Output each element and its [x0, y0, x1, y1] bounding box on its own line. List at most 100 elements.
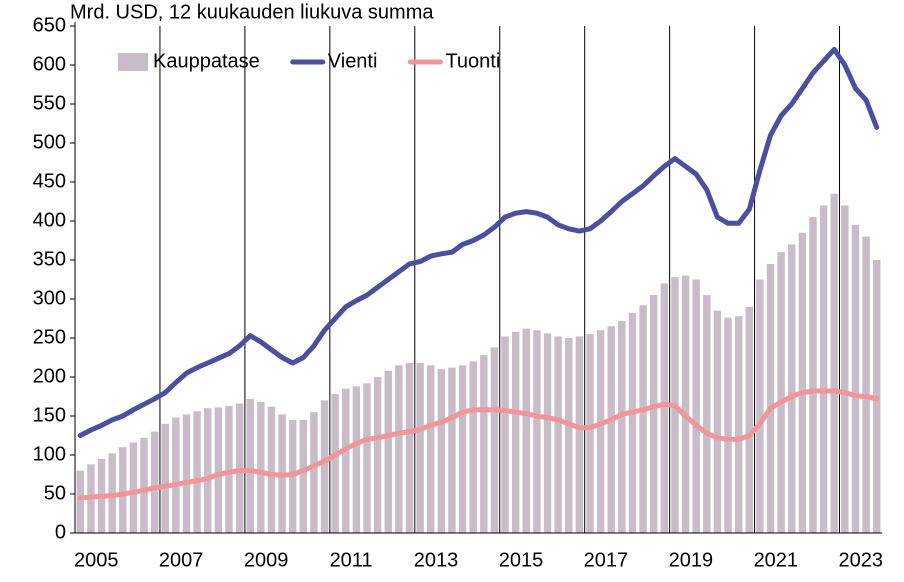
y-tick-label: 400	[33, 209, 66, 231]
bar	[756, 279, 764, 533]
bar	[586, 334, 594, 533]
bar	[352, 386, 361, 533]
y-tick-label: 250	[33, 326, 66, 348]
bar	[724, 317, 732, 533]
bar	[395, 365, 403, 533]
bar	[543, 333, 552, 533]
bar	[76, 470, 85, 533]
bar	[713, 310, 722, 533]
x-tick-label: 2009	[244, 549, 289, 571]
x-tick-label: 2019	[669, 549, 714, 571]
x-tick-label: 2011	[330, 549, 373, 571]
legend-label: Vienti	[328, 50, 378, 72]
y-tick-label: 450	[33, 170, 66, 192]
y-tick-label: 200	[33, 365, 66, 387]
y-tick-label: 650	[33, 14, 66, 36]
bar	[862, 236, 870, 533]
bar	[119, 447, 127, 533]
bar	[788, 244, 796, 533]
bar	[299, 419, 308, 533]
y-tick-label: 300	[33, 287, 66, 309]
bar	[734, 316, 743, 533]
bar	[575, 336, 584, 533]
bar	[628, 313, 637, 533]
bar	[565, 338, 573, 533]
bar	[458, 365, 467, 533]
y-tick-label: 350	[33, 248, 66, 270]
bar	[554, 336, 562, 533]
bar	[267, 406, 276, 533]
bar	[639, 305, 647, 533]
bar	[384, 370, 392, 533]
bar	[320, 400, 329, 533]
bar	[363, 383, 371, 533]
bar	[596, 330, 605, 533]
y-tick-label: 0	[55, 521, 66, 543]
y-tick-label: 600	[33, 53, 66, 75]
x-tick-label: 2017	[584, 549, 629, 571]
bar	[416, 362, 424, 533]
y-tick-label: 550	[33, 92, 66, 114]
bar	[511, 331, 520, 533]
bar	[225, 405, 233, 533]
bar	[405, 362, 414, 533]
bar	[819, 205, 828, 533]
bar	[777, 252, 785, 533]
bar	[533, 330, 541, 533]
y-tick-label: 150	[33, 404, 66, 426]
bar	[310, 412, 318, 533]
bar	[161, 423, 169, 533]
bar	[172, 417, 180, 533]
x-tick-label: 2007	[159, 549, 204, 571]
y-tick-label: 100	[33, 443, 66, 465]
bar	[257, 401, 265, 533]
bar	[469, 361, 477, 533]
bar	[766, 263, 775, 533]
bar	[692, 279, 700, 533]
x-tick-label: 2013	[414, 549, 459, 571]
bar	[182, 414, 191, 533]
bar	[660, 283, 669, 533]
bar	[607, 326, 615, 533]
bar	[342, 388, 350, 533]
x-tick-label: 2015	[499, 549, 544, 571]
bar	[618, 320, 626, 533]
bar	[193, 411, 201, 533]
bar	[437, 369, 446, 533]
legend-swatch	[118, 53, 148, 71]
bar	[204, 408, 212, 533]
bar	[448, 367, 456, 533]
axis-title: Mrd. USD, 12 kuukauden liukuva summa	[70, 1, 434, 23]
bar	[214, 407, 223, 533]
line	[77, 388, 880, 501]
bar	[809, 217, 817, 533]
legend-label: Tuonti	[445, 50, 500, 72]
bar	[703, 295, 711, 533]
bar	[331, 394, 339, 533]
bar	[851, 224, 860, 533]
line	[77, 46, 880, 438]
y-tick-label: 50	[44, 482, 66, 504]
bar	[480, 355, 488, 533]
bar	[841, 205, 849, 533]
x-tick-label: 2021	[754, 549, 799, 571]
bar	[129, 442, 138, 533]
bar	[501, 336, 509, 533]
bar	[745, 306, 753, 533]
bar	[427, 365, 435, 533]
bar	[522, 328, 530, 533]
bar	[490, 347, 499, 533]
bar	[830, 193, 838, 533]
bar	[649, 295, 658, 533]
bar	[246, 398, 254, 533]
x-tick-label: 2005	[74, 549, 119, 571]
legend-label: Kauppatase	[153, 50, 260, 72]
bar	[798, 232, 807, 533]
bar	[373, 377, 382, 533]
bar	[140, 437, 148, 533]
bar	[681, 275, 690, 533]
bar	[150, 431, 159, 533]
y-tick-label: 500	[33, 131, 66, 153]
x-tick-label: 2023	[839, 549, 884, 571]
